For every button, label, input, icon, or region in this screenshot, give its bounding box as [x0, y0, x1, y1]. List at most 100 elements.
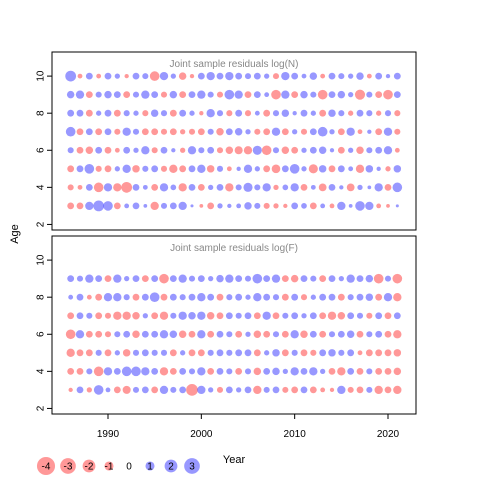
bubble [393, 367, 402, 376]
bubble [290, 330, 299, 339]
bubble [337, 146, 345, 154]
bubble [384, 386, 392, 394]
bubble [142, 110, 149, 117]
bubble [254, 128, 261, 135]
bubble [244, 91, 252, 99]
bubble [290, 183, 299, 192]
bubble [253, 91, 261, 99]
bubble [199, 204, 204, 208]
bubble [346, 330, 355, 338]
bubble [225, 183, 234, 192]
bubble [75, 90, 85, 99]
bubble [282, 386, 289, 393]
bubble [272, 386, 280, 394]
bubble [374, 183, 383, 192]
bubble [383, 89, 393, 100]
legend-bubble [145, 461, 155, 471]
panels-layer: Joint sample residuals log(N)246810Joint… [36, 51, 417, 415]
bubble [347, 312, 355, 320]
bubble [85, 109, 93, 117]
bubble [171, 148, 176, 153]
bubble [357, 350, 363, 356]
bubble [281, 128, 289, 136]
bubble [65, 126, 76, 137]
bubble [328, 183, 336, 191]
bubble [95, 312, 103, 320]
bubble [85, 183, 93, 191]
bubble [104, 146, 112, 154]
bubble [67, 275, 75, 283]
bubble [77, 184, 83, 190]
bubble [95, 165, 102, 172]
bubble [281, 330, 289, 338]
bubble [319, 293, 327, 301]
bubble [383, 293, 393, 302]
bubble [207, 202, 215, 210]
bubble [151, 330, 159, 338]
bubble [216, 110, 224, 117]
bubble [207, 128, 214, 135]
bubble [385, 166, 391, 172]
bubble [169, 367, 177, 375]
bubble [375, 128, 383, 136]
bubble [170, 386, 177, 393]
bubble [151, 91, 159, 99]
bubble [206, 165, 215, 173]
bubble [121, 366, 132, 377]
bubble [179, 294, 186, 301]
bubble [121, 181, 133, 193]
bubble [169, 90, 178, 99]
bubble [224, 89, 235, 100]
bubble [310, 294, 316, 300]
bubble [84, 164, 95, 174]
bubble [319, 275, 327, 283]
bubble [337, 367, 346, 376]
bubble [292, 129, 298, 135]
bubble [169, 164, 178, 173]
bubble [206, 71, 215, 81]
bubble [356, 330, 364, 338]
bubble [86, 294, 92, 300]
legend-label: -4 [42, 462, 51, 473]
legend-bubble [60, 458, 76, 474]
bubble [85, 128, 93, 136]
bubble [179, 165, 187, 173]
bubble [319, 109, 327, 117]
y-tick-label: 4 [36, 368, 47, 374]
bubble [122, 127, 131, 136]
bubble [337, 165, 345, 173]
bubble [151, 147, 158, 154]
bubble [170, 184, 177, 191]
bubble [235, 72, 243, 80]
bubble [346, 183, 355, 192]
bubble [348, 92, 354, 98]
bubble [291, 146, 299, 154]
bubble [141, 330, 149, 338]
bubble [301, 73, 307, 79]
bubble [216, 367, 224, 375]
bubble [76, 293, 84, 301]
bubble [263, 165, 271, 173]
bubble [122, 164, 131, 173]
bubble [187, 146, 197, 155]
bubble [281, 293, 289, 301]
bubble [272, 147, 280, 154]
bubble [216, 91, 224, 98]
bubble [393, 91, 401, 99]
y-tick-label: 6 [36, 147, 47, 153]
bubble [122, 311, 131, 320]
bubble [393, 385, 402, 395]
bubble [104, 128, 112, 136]
bubble [208, 387, 214, 393]
bubble [310, 110, 316, 116]
bubble [95, 293, 103, 301]
bubble [365, 349, 373, 357]
bubble [348, 73, 354, 79]
bubble [394, 128, 401, 135]
bubble [197, 349, 205, 357]
bubble [300, 90, 308, 99]
bubble [150, 201, 159, 211]
bubble [328, 109, 336, 117]
bubble [272, 73, 280, 80]
bubble [235, 184, 242, 191]
